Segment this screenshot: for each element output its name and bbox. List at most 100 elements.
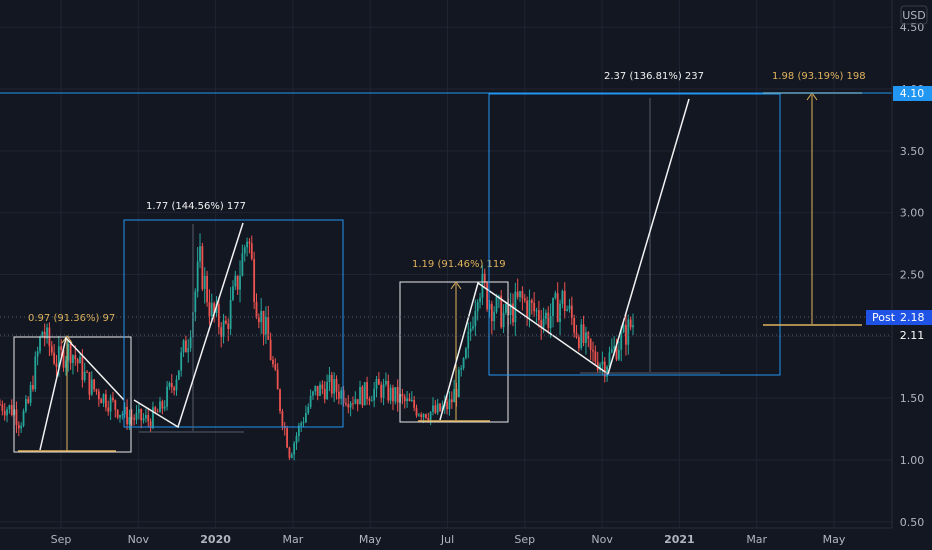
price-tag-4-10-text: 4.10 [900,87,925,100]
x-tick-label: 2021 [664,533,695,546]
candle-body [528,300,531,318]
candle-body [460,367,463,370]
candle-body [159,401,161,413]
candle-body [382,384,385,398]
candle-body [246,241,248,248]
candle-body [373,388,376,401]
candle-body [540,320,543,328]
y-tick-label: 1.00 [900,454,925,467]
measure-group-4[interactable]: 2.37 (136.81%) 237 [488,71,781,376]
measure-box-3[interactable] [399,281,509,423]
candle-body [210,303,213,317]
measure-box-2[interactable] [123,219,344,428]
candle-body [60,346,63,351]
candle-body [217,304,220,328]
candle-body [417,414,420,416]
candle-body [490,303,493,322]
candle-body [133,418,136,420]
candle-body [281,411,284,427]
candle-body [140,409,143,421]
x-tick-label: Nov [128,533,150,546]
candle-body [184,340,187,353]
x-tick-label: May [823,533,846,546]
measure-group-3[interactable]: 1.19 (91.46%) 119 [399,259,609,423]
candle-body [83,371,86,381]
currency-button[interactable] [900,5,928,25]
candle-body [265,316,267,335]
candle-body [577,337,580,349]
candle-body [112,397,114,401]
candle-body [516,291,519,297]
candle-body [241,253,244,276]
y-tick-label: 3.50 [900,145,925,158]
candle-body [156,411,159,413]
candle-body [450,399,453,403]
candle-body [349,403,352,408]
candle-body [67,343,70,361]
candle-body [394,387,397,402]
candle-body [236,275,239,290]
candle-body [533,302,536,312]
y-tick-label: 0.50 [900,516,925,529]
trend-line-4 [607,98,690,375]
y-tick-label: 1.50 [900,392,925,405]
y-tick-label: 2.50 [900,269,925,282]
trend-line-1 [39,336,125,451]
candle-body [53,352,56,364]
candle-body [32,385,34,390]
candle-body [6,409,8,416]
candle-body [330,374,333,394]
candle-body [109,397,112,412]
candle-body [427,417,430,420]
candle-body [182,340,185,353]
candle-body [622,324,625,333]
candle-body [274,364,277,370]
measure-label-2: 1.77 (144.56%) 177 [146,201,246,212]
candle-body [497,295,500,297]
candle-body [617,349,620,360]
measure-group-1[interactable]: 0.97 (91.36%) 97 [13,313,132,453]
trend-line-2 [133,222,244,429]
candle-body [239,275,241,290]
candle-body [368,399,371,401]
candle-body [319,384,321,396]
candle-body [606,366,609,377]
candle-body [50,346,53,353]
candle-body [472,326,474,329]
candle-body [307,407,310,413]
measure-label-1: 0.97 (91.36%) 97 [28,313,115,324]
candle-body [225,320,227,324]
candle-body [267,316,270,340]
time-scale[interactable]: Sep Nov 2020 Mar May Jul Sep Nov 2021 Mar May [0,527,892,546]
arrow-up-icon [61,335,73,344]
candle-body [46,327,48,339]
candle-body [154,407,157,412]
candle-body [469,328,472,333]
candle-body [81,356,84,381]
candle-body [272,359,274,365]
candle-body [86,371,88,373]
measure-group-2[interactable]: 1.77 (144.56%) 177 [123,201,344,433]
candle-body [582,324,585,343]
candle-body [347,404,350,408]
candle-body [502,312,505,328]
candle-body [505,303,507,313]
candle-body [580,324,583,349]
y-tick-label: 3.00 [900,207,925,220]
candle-body [180,352,183,371]
candle-body [262,310,265,335]
candle-body [620,332,623,350]
candle-body [36,351,39,357]
candle-body [137,409,140,413]
candle-body [608,352,611,367]
candle-body [552,297,554,317]
measure-box-1[interactable] [13,336,132,453]
candle-body [563,290,566,311]
candle-body [603,361,606,377]
candle-body [3,410,6,416]
measure-box-4[interactable] [488,93,781,376]
candle-body [403,396,406,402]
price-scale[interactable]: 4.504.003.503.002.502.001.501.000.50 USD… [866,0,932,529]
candle-body [396,387,399,403]
